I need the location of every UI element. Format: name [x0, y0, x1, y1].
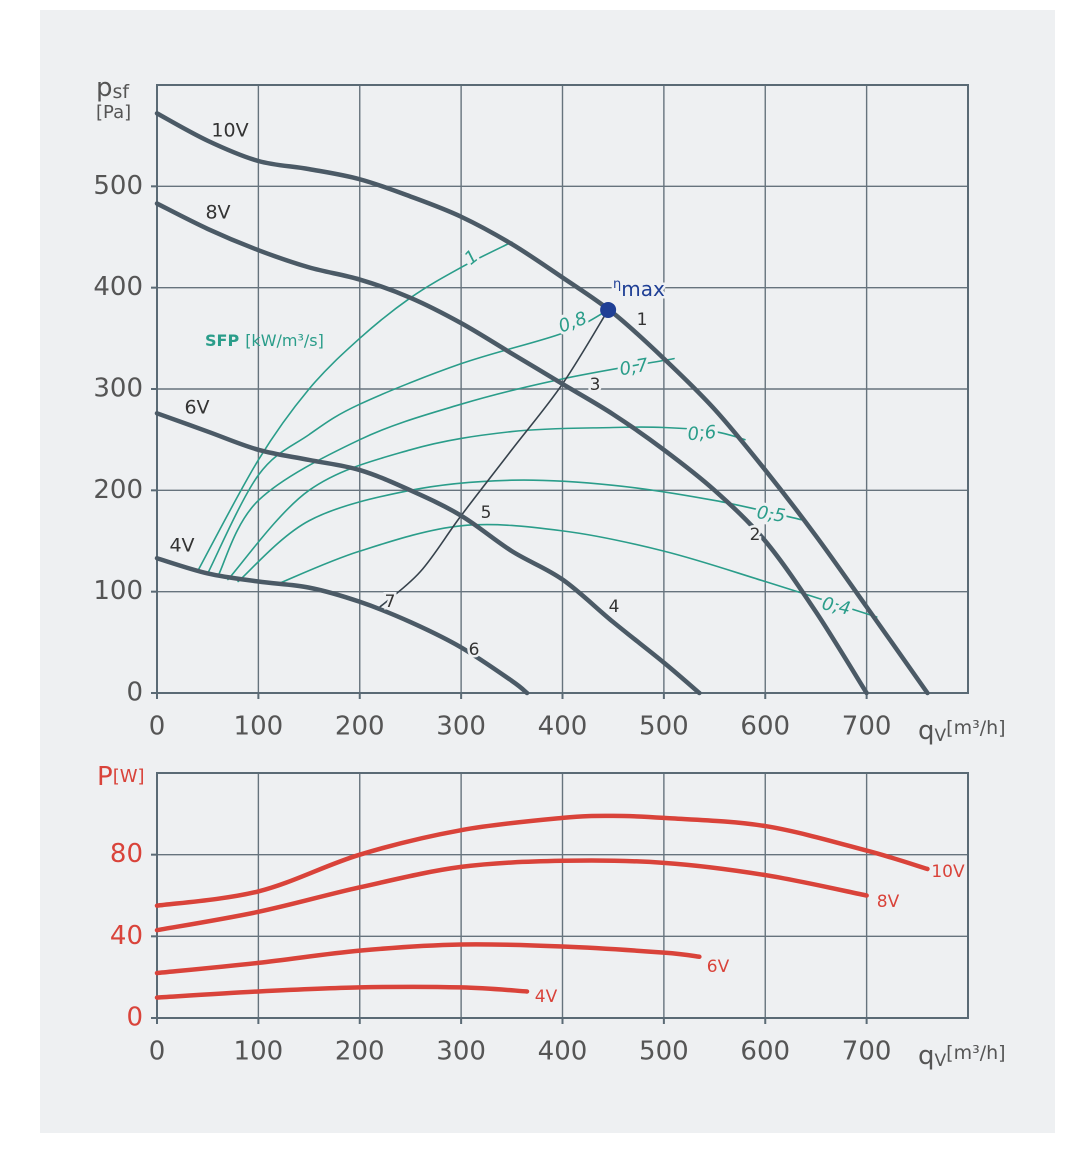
x-axis-label: qV[m³/h] [918, 1041, 1006, 1072]
curve [154, 942, 702, 976]
x-label-symbol: q [918, 1041, 935, 1071]
curve [237, 479, 807, 583]
point-label: 7 [385, 592, 396, 612]
y-axis-label: psf [96, 73, 130, 103]
series-label: 4V [169, 535, 194, 557]
y-tick-label: 40 [110, 921, 143, 951]
series-label: 8V [877, 892, 900, 912]
point-label: 2 [750, 525, 761, 545]
curve [227, 426, 746, 581]
x-tick-label: 500 [639, 712, 689, 742]
x-tick-label: 100 [234, 712, 284, 742]
x-label-symbol: q [918, 716, 935, 746]
series-label: 10V [931, 862, 965, 882]
series-label: 4V [535, 987, 558, 1007]
y-tick-label: 0 [126, 1003, 143, 1033]
curve [154, 555, 530, 696]
y-tick-label: 400 [93, 272, 143, 302]
sfp-label-unit: [kW/m³/s] [245, 331, 324, 350]
sfp-label: 0,5 [755, 502, 786, 527]
x-axis-label: qV[m³/h] [918, 716, 1006, 747]
y-tick-label: 80 [110, 839, 143, 869]
sfp-label: 0,6 [687, 422, 717, 445]
series-label: 6V [184, 397, 209, 419]
x-tick-label: 700 [842, 712, 892, 742]
eta-max-point [600, 301, 617, 318]
x-tick-label: 600 [740, 712, 790, 742]
x-tick-label: 0 [149, 1037, 166, 1067]
point-label: 4 [609, 597, 620, 617]
curve [154, 984, 530, 1000]
x-tick-label: 300 [436, 1037, 486, 1067]
x-tick-label: 0 [149, 712, 166, 742]
x-label-subscript: V [935, 726, 947, 746]
y-tick-label: 500 [93, 171, 143, 201]
curve [154, 111, 930, 696]
y-tick-label: 0 [126, 678, 143, 708]
x-tick-label: 200 [335, 712, 385, 742]
curve [206, 309, 609, 575]
curve [277, 523, 878, 618]
eta-max-label: ηmax [613, 277, 665, 301]
x-label-unit: [m³/h] [946, 1042, 1005, 1064]
point-label: 1 [637, 310, 648, 330]
eta-subscript: max [621, 277, 665, 301]
series-label: 10V [211, 120, 248, 142]
x-label-subscript: V [935, 1051, 947, 1071]
series-label: 6V [707, 957, 730, 977]
y-tick-label: 100 [93, 576, 143, 606]
y-axis-label: P[W] [97, 762, 145, 792]
sfp-label-bold: SFP [205, 331, 239, 350]
y-label-symbol: p [96, 73, 113, 103]
plot-frame [156, 772, 969, 1019]
x-tick-label: 500 [639, 1037, 689, 1067]
x-label-unit: [m³/h] [946, 717, 1005, 739]
curve [154, 858, 869, 933]
plot-frame [156, 84, 969, 694]
y-tick-label: 300 [93, 374, 143, 404]
y-label-unit: [Pa] [96, 102, 131, 123]
curve [154, 411, 702, 696]
x-tick-label: 400 [538, 712, 588, 742]
series-label: 8V [205, 202, 230, 224]
curve [154, 813, 930, 908]
point-label: 3 [590, 375, 601, 395]
sfp-axis-label: SFP [kW/m³/s] [205, 331, 324, 350]
x-tick-label: 100 [234, 1037, 284, 1067]
point-label: 6 [469, 640, 480, 660]
x-tick-label: 200 [335, 1037, 385, 1067]
y-tick-label: 200 [93, 475, 143, 505]
x-tick-label: 400 [538, 1037, 588, 1067]
y-label-symbol: P [97, 762, 113, 792]
curve [154, 201, 869, 696]
curve [217, 357, 675, 578]
curve [379, 309, 609, 608]
x-tick-label: 600 [740, 1037, 790, 1067]
point-label: 5 [481, 503, 492, 523]
x-tick-label: 300 [436, 712, 486, 742]
eta-symbol: η [613, 277, 621, 292]
x-tick-label: 700 [842, 1037, 892, 1067]
curve [196, 241, 513, 573]
y-label-unit: [W] [113, 766, 145, 787]
y-label-subscript: sf [113, 81, 131, 103]
